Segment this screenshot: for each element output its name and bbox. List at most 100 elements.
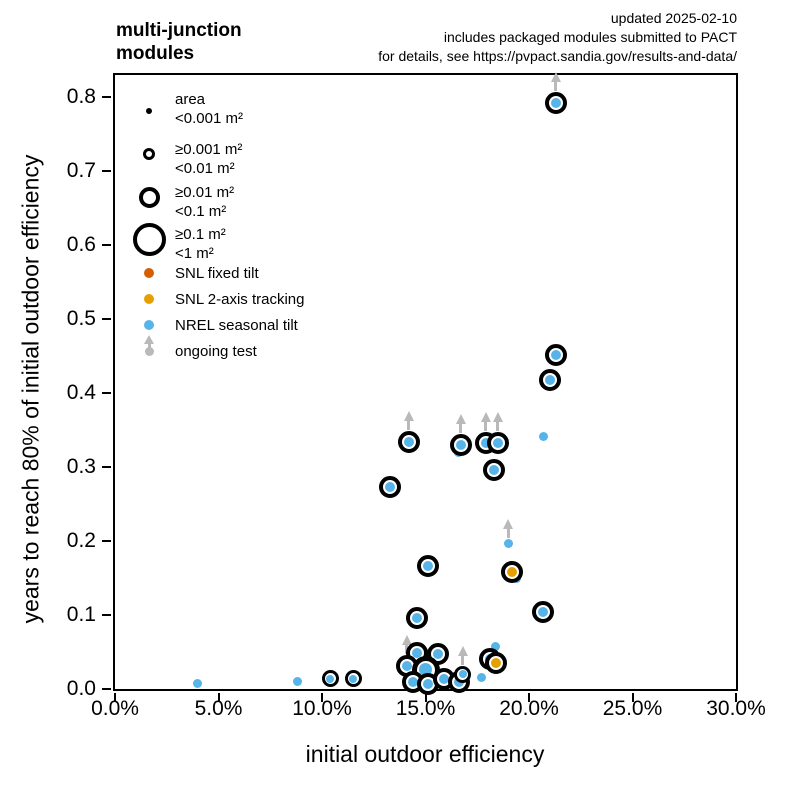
data-point <box>193 679 203 689</box>
data-point-core <box>412 612 423 623</box>
ongoing-test-arrow <box>484 421 488 432</box>
data-point-core <box>507 567 518 578</box>
data-point-core <box>349 674 358 683</box>
y-tick-label: 0.0 <box>66 677 96 700</box>
x-tick-label: 10.0% <box>292 697 352 720</box>
y-tick-label: 0.1 <box>66 603 96 627</box>
y-tick-label: 0.2 <box>66 529 96 553</box>
legend-label: ongoing test <box>175 343 257 360</box>
data-point-core <box>492 438 503 449</box>
area-ring-large-icon <box>132 222 166 256</box>
x-tick-label: 5.0% <box>194 697 243 720</box>
area-ring-medium-icon <box>138 186 160 208</box>
data-point <box>538 432 548 442</box>
data-point-core <box>408 676 419 687</box>
nrel-seasonal-tilt-icon <box>144 320 154 330</box>
data-point <box>503 538 513 548</box>
data-point-core <box>544 374 555 385</box>
x-tick <box>321 693 323 702</box>
data-point-core <box>385 482 396 493</box>
ongoing-test-arrow <box>407 419 411 430</box>
ongoing-test-arrow-icon <box>147 343 151 351</box>
data-point-core <box>538 607 549 618</box>
data-point-core <box>401 661 412 672</box>
y-tick <box>102 540 111 543</box>
data-point <box>491 641 501 651</box>
y-tick <box>102 392 111 395</box>
legend-label: NREL seasonal tilt <box>175 317 298 334</box>
data-point-core <box>455 439 466 450</box>
legend-label: SNL 2-axis tracking <box>175 291 305 308</box>
x-tick-label: 30.0% <box>706 697 766 720</box>
ongoing-test-arrow <box>459 422 463 433</box>
data-point-core <box>412 647 423 658</box>
x-tick-label: 25.0% <box>602 697 663 720</box>
data-point-core <box>458 670 467 679</box>
ongoing-test-arrow <box>403 410 414 421</box>
ongoing-test-arrow <box>496 421 500 432</box>
y-tick <box>102 96 111 99</box>
y-tick <box>102 466 111 469</box>
x-tick <box>528 693 530 702</box>
y-tick <box>102 170 111 173</box>
chart-title-line2: modules <box>116 43 195 64</box>
ongoing-test-arrow <box>455 413 466 424</box>
ongoing-test-arrow <box>457 645 468 656</box>
data-point-core <box>488 465 499 476</box>
ongoing-test-arrow <box>401 635 412 646</box>
data-point-core <box>550 349 561 360</box>
legend-label: SNL fixed tilt <box>175 265 259 282</box>
ongoing-test-arrow <box>480 412 491 423</box>
y-tick <box>102 318 111 321</box>
legend-label: area <0.001 m² <box>175 91 243 127</box>
x-tick-label: 20.0% <box>499 697 559 720</box>
x-tick-label: 0.0% <box>91 697 139 720</box>
x-tick <box>735 693 737 702</box>
y-tick-label: 0.4 <box>66 381 96 405</box>
x-tick <box>631 693 634 702</box>
data-point <box>476 672 486 682</box>
data-point-core <box>403 436 414 447</box>
y-tick <box>102 244 111 247</box>
details-url: for details, see https://pvpact.sandia.g… <box>378 48 737 64</box>
chart-title: multi-junction modules <box>116 19 242 65</box>
data-point-core <box>422 678 433 689</box>
x-axis-label: initial outdoor efficiency <box>305 741 545 767</box>
ongoing-test-arrow <box>550 72 561 83</box>
data-point-core <box>439 673 450 684</box>
data-point-core <box>422 561 433 572</box>
data-point-core <box>550 98 561 109</box>
data-point-core <box>490 658 501 669</box>
area-ring-small-icon <box>143 148 155 160</box>
area-dot-icon <box>146 108 152 114</box>
ongoing-test-arrow <box>554 81 558 92</box>
y-tick <box>102 614 111 617</box>
legend-label: ≥0.01 m² <0.1 m² <box>175 184 235 220</box>
x-tick <box>424 693 427 702</box>
header-notes: updated 2025-02-10 includes packaged mod… <box>378 9 737 66</box>
ongoing-test-arrow <box>503 518 514 529</box>
y-tick-label: 0.5 <box>66 307 96 331</box>
data-point-core <box>480 438 491 449</box>
legend-label: ≥0.001 m² <0.01 m² <box>175 141 243 177</box>
data-point <box>292 677 302 687</box>
data-point-core <box>326 674 335 683</box>
y-tick-label: 0.3 <box>66 455 96 479</box>
y-axis-label: years to reach 80% of initial outdoor ef… <box>17 154 44 624</box>
plot-area: 0.0% 5.0% 10.0% 15.0% 20.0% 25.0% 30.0% 0.0 0.1 0… <box>67 72 766 720</box>
x-tick <box>114 693 116 702</box>
updated-date: updated 2025-02-10 <box>610 10 737 26</box>
snl-fixed-tilt-icon <box>144 268 154 278</box>
ongoing-test-arrow <box>492 412 503 423</box>
y-tick <box>102 688 111 690</box>
ongoing-test-arrow <box>506 527 510 538</box>
data-point-core <box>432 649 443 660</box>
y-tick-label: 0.7 <box>66 159 96 183</box>
x-tick <box>217 693 220 702</box>
y-tick-label: 0.8 <box>66 85 96 109</box>
ongoing-test-arrow-icon <box>144 335 154 344</box>
chart-title-line1: multi-junction <box>116 20 242 41</box>
ongoing-test-icon <box>144 346 154 356</box>
x-tick-label: 15.0% <box>395 697 456 720</box>
